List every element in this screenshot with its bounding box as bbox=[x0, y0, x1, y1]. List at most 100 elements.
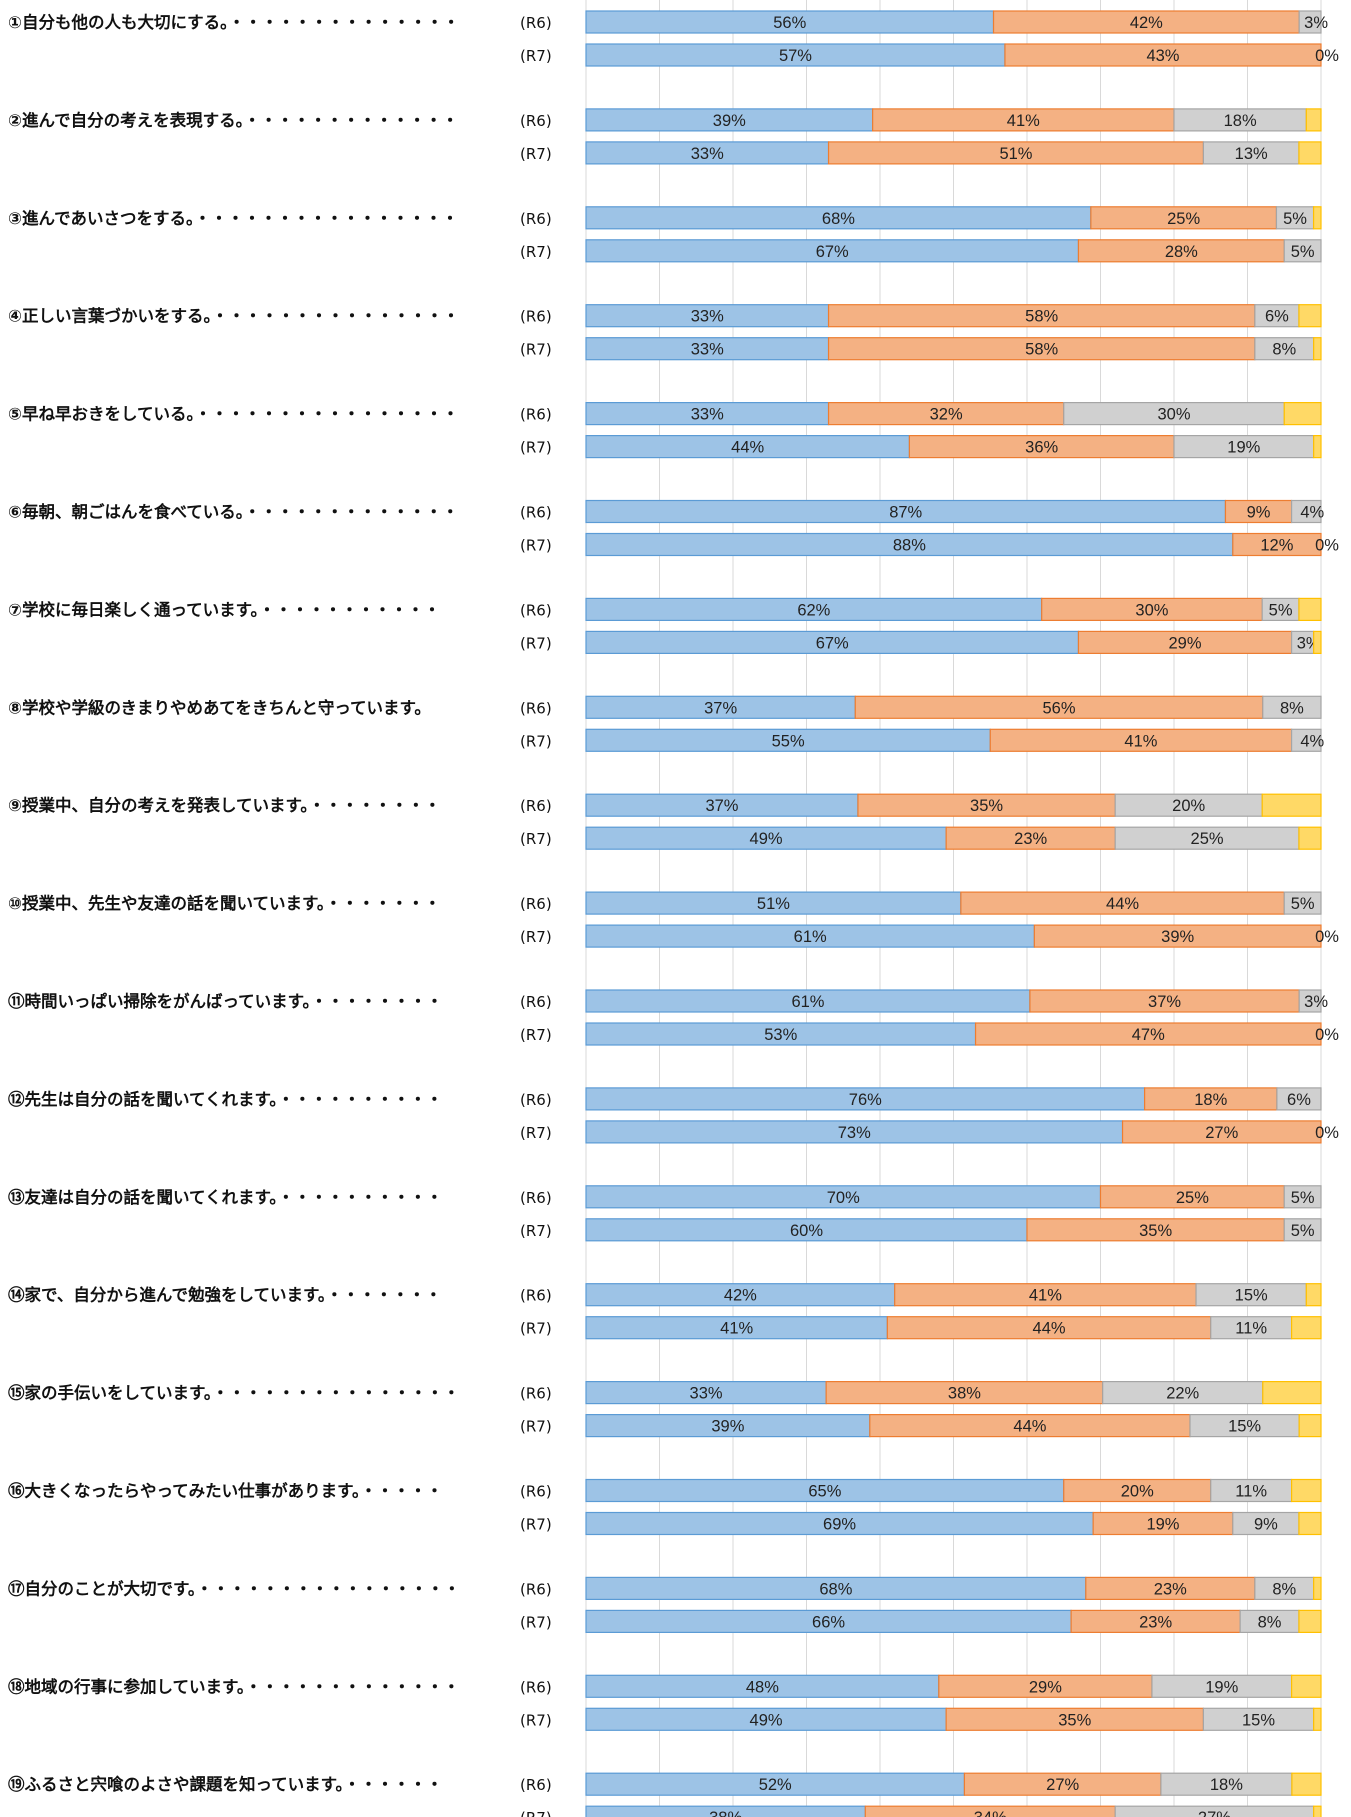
question-label: ⑲ふるさと宍喰のよさや課題を知っています。・・・・・・ bbox=[8, 1774, 443, 1794]
data-label: 41% bbox=[1029, 1287, 1062, 1305]
bar-segment-yellow bbox=[1290, 1478, 1322, 1503]
year-label-r7: (R7) bbox=[520, 145, 552, 163]
question-group: ⑪時間いっぱい掃除をがんばっています。・・・・・・・・ (R6) 61% 37% 3% (… bbox=[8, 989, 1339, 1046]
data-label: 8% bbox=[1258, 1613, 1282, 1631]
bar-segment-gray bbox=[1283, 239, 1322, 263]
data-label: 33% bbox=[690, 1385, 723, 1403]
data-label: 27% bbox=[1205, 1124, 1238, 1142]
year-label-r7: (R7) bbox=[520, 537, 552, 555]
data-label: 33% bbox=[691, 406, 724, 424]
question-label: ⑦学校に毎日楽しく通っています。・・・・・・・・・・・ bbox=[8, 599, 440, 619]
question-group: ⑮家の手伝いをしています。・・・・・・・・・・・・・・・ (R6) 33% 38% 22… bbox=[8, 1380, 1322, 1438]
question-group: ⑯大きくなったらやってみたい仕事があります。・・・・・ (R6) 65% 20% 11%… bbox=[8, 1478, 1322, 1536]
question-label: ⑪時間いっぱい掃除をがんばっています。・・・・・・・・ bbox=[8, 991, 443, 1011]
year-label-r6: (R6) bbox=[520, 1483, 552, 1501]
year-label-r6: (R6) bbox=[520, 210, 552, 228]
year-label-r6: (R6) bbox=[520, 504, 552, 522]
bar-segment-gray bbox=[1114, 1805, 1315, 1817]
year-label-r6: (R6) bbox=[520, 112, 552, 130]
data-label: 20% bbox=[1121, 1483, 1154, 1501]
data-label: 5% bbox=[1291, 1222, 1315, 1240]
data-label: 42% bbox=[1130, 14, 1163, 32]
year-label-r6: (R6) bbox=[520, 993, 552, 1011]
data-label: 8% bbox=[1272, 341, 1296, 359]
data-label: 48% bbox=[746, 1678, 779, 1696]
data-label: 52% bbox=[759, 1776, 792, 1794]
data-label: 47% bbox=[1132, 1026, 1165, 1044]
data-label: 62% bbox=[797, 601, 830, 619]
data-label: 11% bbox=[1235, 1483, 1267, 1501]
question-group: ⑥毎朝、朝ごはんを食べている。・・・・・・・・・・・・・ (R6) 87% 9% 4% (… bbox=[8, 499, 1339, 557]
bar-segment-yellow bbox=[1290, 1674, 1322, 1698]
data-label: 68% bbox=[819, 1580, 852, 1598]
question-group: ⑲ふるさと宍喰のよさや課題を知っています。・・・・・・ (R6) 52% 27% 18%… bbox=[8, 1772, 1322, 1817]
question-group: ①自分も他の人も大切にする。・・・・・・・・・・・・・・ (R6) 56% 42% 3%… bbox=[8, 10, 1339, 67]
data-label: 23% bbox=[1139, 1613, 1172, 1631]
data-label: 22% bbox=[1166, 1385, 1199, 1403]
bar-segment-gray bbox=[1276, 1087, 1322, 1111]
data-label: 56% bbox=[773, 14, 806, 32]
data-label: 3% bbox=[1304, 14, 1328, 32]
question-group: ⑦学校に毎日楽しく通っています。・・・・・・・・・・・ (R6) 62% 30% 5% (… bbox=[8, 597, 1322, 655]
year-label-r6: (R6) bbox=[520, 1385, 552, 1403]
data-label: 5% bbox=[1291, 243, 1315, 261]
data-label: 65% bbox=[808, 1483, 841, 1501]
data-label: 9% bbox=[1247, 504, 1271, 522]
data-label: 43% bbox=[1146, 47, 1179, 65]
data-label: 20% bbox=[1172, 797, 1205, 815]
bar-segment-yellow bbox=[1313, 1576, 1322, 1601]
data-label: 33% bbox=[691, 341, 724, 359]
year-label-r6: (R6) bbox=[520, 1287, 552, 1305]
bar-segment-yellow bbox=[1298, 597, 1322, 622]
bar-segment-orange bbox=[1004, 43, 1322, 67]
data-label: 6% bbox=[1265, 308, 1289, 326]
bar-segment-orange bbox=[864, 1805, 1116, 1817]
data-label: 42% bbox=[724, 1287, 757, 1305]
data-label: 60% bbox=[790, 1222, 823, 1240]
data-label: 30% bbox=[1135, 601, 1168, 619]
data-label: 15% bbox=[1235, 1287, 1268, 1305]
bar-segment-gray bbox=[1283, 1218, 1322, 1242]
data-label: 69% bbox=[823, 1516, 856, 1534]
year-label-r6: (R6) bbox=[520, 1776, 552, 1794]
year-label-r7: (R7) bbox=[520, 634, 552, 652]
year-label-r7: (R7) bbox=[520, 1124, 552, 1142]
data-label: 88% bbox=[893, 537, 926, 555]
data-label: 66% bbox=[812, 1613, 845, 1631]
data-label: 35% bbox=[970, 797, 1003, 815]
data-label: 51% bbox=[757, 895, 790, 913]
question-label: ②進んで自分の考えを表現する。・・・・・・・・・・・・・ bbox=[8, 110, 458, 130]
data-label: 19% bbox=[1227, 439, 1260, 457]
bar-segment-gray bbox=[1262, 695, 1322, 719]
data-label: 49% bbox=[750, 1711, 783, 1729]
data-label: 49% bbox=[750, 830, 783, 848]
data-label: 0% bbox=[1315, 47, 1339, 65]
bar-segment-yellow bbox=[1312, 206, 1322, 230]
year-label-r6: (R6) bbox=[520, 308, 552, 326]
question-group: ⑤早ね早おきをしている。・・・・・・・・・・・・・・・・ (R6) 33% 32% 30… bbox=[8, 402, 1322, 459]
data-label: 4% bbox=[1300, 504, 1324, 522]
question-label: ⑥毎朝、朝ごはんを食べている。・・・・・・・・・・・・・ bbox=[8, 502, 459, 522]
question-label: ⑨授業中、自分の考えを発表しています。・・・・・・・・ bbox=[8, 795, 441, 815]
data-label: 11% bbox=[1235, 1320, 1267, 1338]
data-label: 67% bbox=[816, 243, 849, 261]
year-label-r7: (R7) bbox=[520, 732, 552, 750]
question-group: ②進んで自分の考えを表現する。・・・・・・・・・・・・・ (R6) 39% 41% 18… bbox=[8, 108, 1322, 165]
question-label: ⑤早ね早おきをしている。・・・・・・・・・・・・・・・・ bbox=[8, 405, 459, 424]
data-label: 0% bbox=[1315, 928, 1339, 946]
data-label: 44% bbox=[1033, 1320, 1066, 1338]
question-group: ⑧学校や学級のきまりやめあてをきちんと守っています。 (R6) 37% 56% 8% (R… bbox=[8, 695, 1325, 752]
bar-segment-orange bbox=[1033, 924, 1322, 948]
bar-segment-yellow bbox=[1261, 793, 1322, 817]
bar-segment-orange bbox=[1121, 1120, 1322, 1144]
data-label: 15% bbox=[1242, 1711, 1275, 1729]
question-label: ⑧学校や学級のきまりやめあてをきちんと守っています。 bbox=[8, 697, 431, 717]
bar-segment-gray bbox=[1283, 1185, 1322, 1209]
data-label: 41% bbox=[1007, 112, 1040, 130]
data-label: 0% bbox=[1315, 537, 1339, 555]
data-label: 25% bbox=[1176, 1189, 1209, 1207]
question-group: ⑱地域の行事に参加しています。・・・・・・・・・・・・・ (R6) 48% 29% 19… bbox=[8, 1674, 1322, 1731]
question-group: ⑩授業中、先生や友達の話を聞いています。・・・・・・・ (R6) 51% 44% 5% (… bbox=[8, 891, 1339, 948]
data-label: 36% bbox=[1025, 439, 1058, 457]
bar-segment-gray bbox=[1290, 499, 1322, 524]
